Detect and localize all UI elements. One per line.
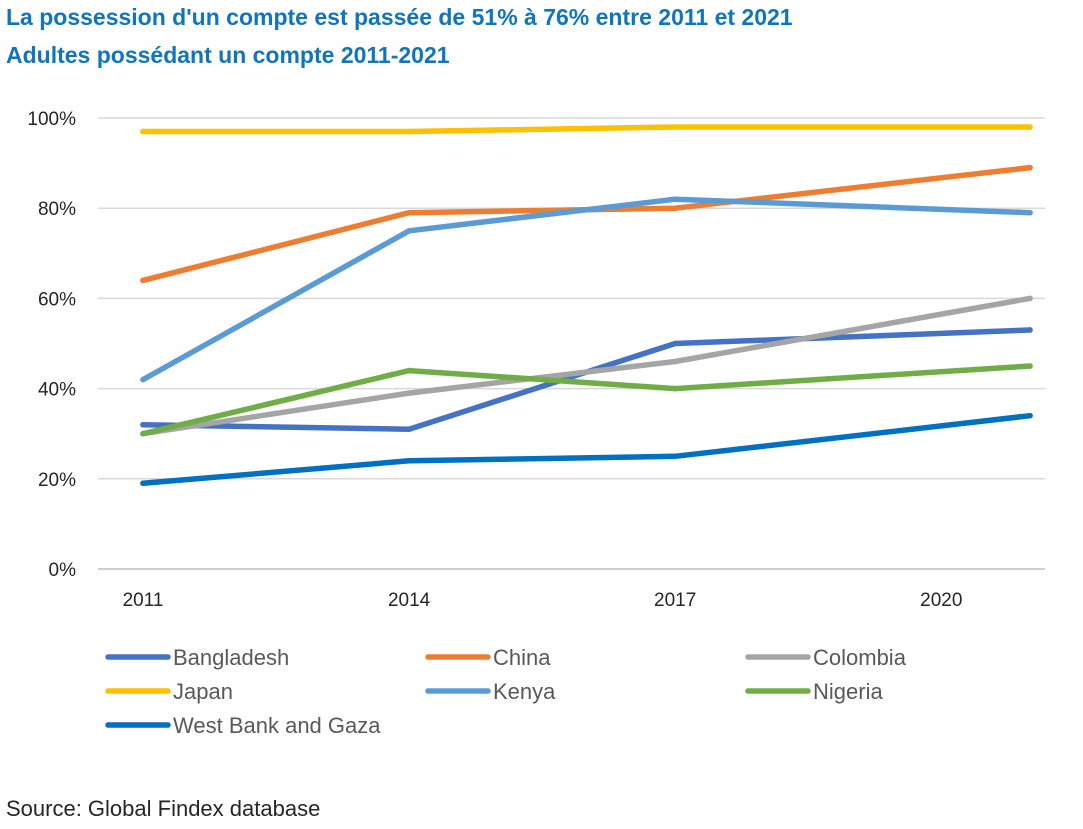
data-point-bangladesh	[672, 340, 678, 347]
series-line-bangladesh	[140, 327, 1033, 432]
x-tick-label: 2017	[654, 590, 696, 611]
y-axis-ticks: 0% 20% 40% 60% 80% 100%	[27, 109, 76, 581]
data-point-west-bank-and-gaza	[1027, 412, 1033, 419]
series-line-colombia	[140, 295, 1033, 437]
data-point-nigeria	[406, 367, 412, 374]
data-point-kenya	[140, 376, 146, 383]
data-point-bangladesh	[140, 421, 146, 428]
data-point-china	[1027, 164, 1033, 171]
data-point-colombia	[1027, 295, 1033, 302]
data-point-bangladesh	[1027, 327, 1033, 333]
y-tick-label: 80%	[38, 199, 76, 220]
y-tick-label: 20%	[38, 470, 76, 491]
source-note: Source: Global Findex database	[6, 796, 321, 821]
x-tick-label: 2020	[920, 590, 962, 611]
data-point-kenya	[406, 227, 412, 234]
data-point-kenya	[672, 196, 678, 202]
series-line-japan	[140, 124, 1033, 135]
chart-title: La possession d'un compte est passée de …	[6, 4, 793, 30]
data-point-west-bank-and-gaza	[140, 480, 146, 487]
y-tick-label: 0%	[49, 560, 77, 581]
data-point-nigeria	[1027, 363, 1033, 369]
series-line-china	[140, 164, 1033, 284]
data-point-west-bank-and-gaza	[672, 453, 678, 460]
y-tick-label: 40%	[38, 380, 76, 401]
legend-label-kenya: Kenya	[493, 679, 556, 704]
data-point-west-bank-and-gaza	[406, 457, 412, 464]
data-point-kenya	[1027, 209, 1033, 216]
series-line-kenya	[140, 196, 1033, 383]
legend-label-colombia: Colombia	[813, 645, 907, 670]
legend-label-china: China	[493, 645, 551, 670]
chart-subtitle: Adultes possédant un compte 2011-2021	[6, 42, 450, 68]
data-point-china	[406, 209, 412, 216]
legend-label-bangladesh: Bangladesh	[173, 645, 289, 670]
data-point-japan	[1027, 124, 1033, 130]
line-chart: 0% 20% 40% 60% 80% 100% 2011 2014 2017 2020 Bang…	[27, 109, 1045, 738]
series-line-west-bank-and-gaza	[140, 412, 1033, 487]
data-point-japan	[406, 128, 412, 135]
legend-label-japan: Japan	[173, 679, 233, 704]
data-point-nigeria	[672, 385, 678, 392]
x-tick-label: 2011	[123, 590, 164, 611]
y-tick-label: 60%	[38, 289, 76, 310]
data-point-nigeria	[140, 430, 146, 437]
x-tick-label: 2014	[388, 590, 431, 611]
data-point-colombia	[406, 390, 412, 396]
legend-label-nigeria: Nigeria	[813, 679, 883, 704]
data-point-japan	[672, 124, 678, 130]
y-tick-label: 100%	[27, 109, 76, 130]
legend-label-west-bank-and-gaza: West Bank and Gaza	[173, 713, 381, 738]
x-axis-ticks: 2011 2014 2017 2020	[123, 590, 963, 611]
data-point-china	[140, 277, 146, 284]
series-lines	[140, 124, 1033, 487]
data-point-china	[672, 205, 678, 211]
data-point-japan	[140, 128, 146, 135]
data-point-colombia	[672, 358, 678, 365]
data-point-bangladesh	[406, 426, 412, 432]
series-line-nigeria	[140, 363, 1033, 437]
legend: Bangladesh China Colombia Japan Kenya Nigeria…	[105, 645, 907, 738]
gridlines	[98, 117, 1045, 570]
